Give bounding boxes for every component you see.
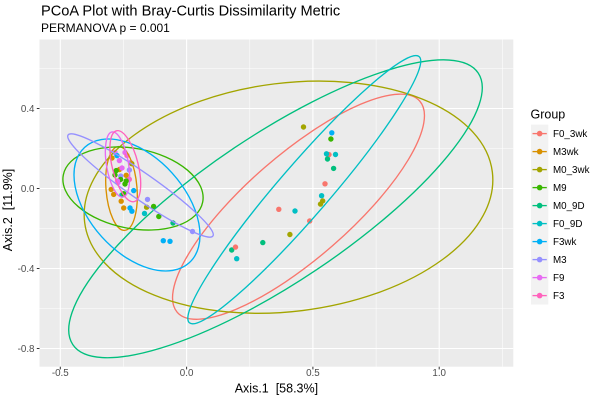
svg-text:F9: F9 [553, 273, 564, 284]
svg-text:Axis.2 [11.9%]: Axis.2 [11.9%] [1, 169, 15, 251]
svg-text:M0_9D: M0_9D [553, 201, 585, 212]
svg-text:F3: F3 [553, 291, 565, 302]
svg-text:Axis.1 [58.3%]: Axis.1 [58.3%] [235, 382, 318, 396]
svg-text:M3: M3 [553, 255, 567, 266]
svg-text:F0_9D: F0_9D [553, 219, 582, 230]
svg-text:0.0: 0.0 [21, 184, 35, 195]
svg-text:F0_3wk: F0_3wk [553, 129, 587, 140]
svg-text:F3wk: F3wk [553, 237, 577, 248]
svg-text:-0.8: -0.8 [18, 344, 35, 355]
svg-text:0.4: 0.4 [21, 104, 35, 115]
svg-text:-0.5: -0.5 [52, 368, 69, 379]
svg-text:PCoA Plot with Bray-Curtis Dis: PCoA Plot with Bray-Curtis Dissimilarity… [41, 4, 340, 20]
svg-text:M3wk: M3wk [553, 147, 579, 158]
svg-text:M0_3wk: M0_3wk [553, 165, 590, 176]
svg-text:0.0: 0.0 [180, 368, 194, 379]
svg-text:0.5: 0.5 [306, 368, 320, 379]
svg-text:-0.4: -0.4 [18, 264, 35, 275]
svg-text:Group: Group [531, 108, 566, 122]
svg-text:1.0: 1.0 [432, 368, 446, 379]
svg-text:M9: M9 [553, 183, 567, 194]
svg-text:PERMANOVA p = 0.001: PERMANOVA p = 0.001 [41, 21, 170, 35]
